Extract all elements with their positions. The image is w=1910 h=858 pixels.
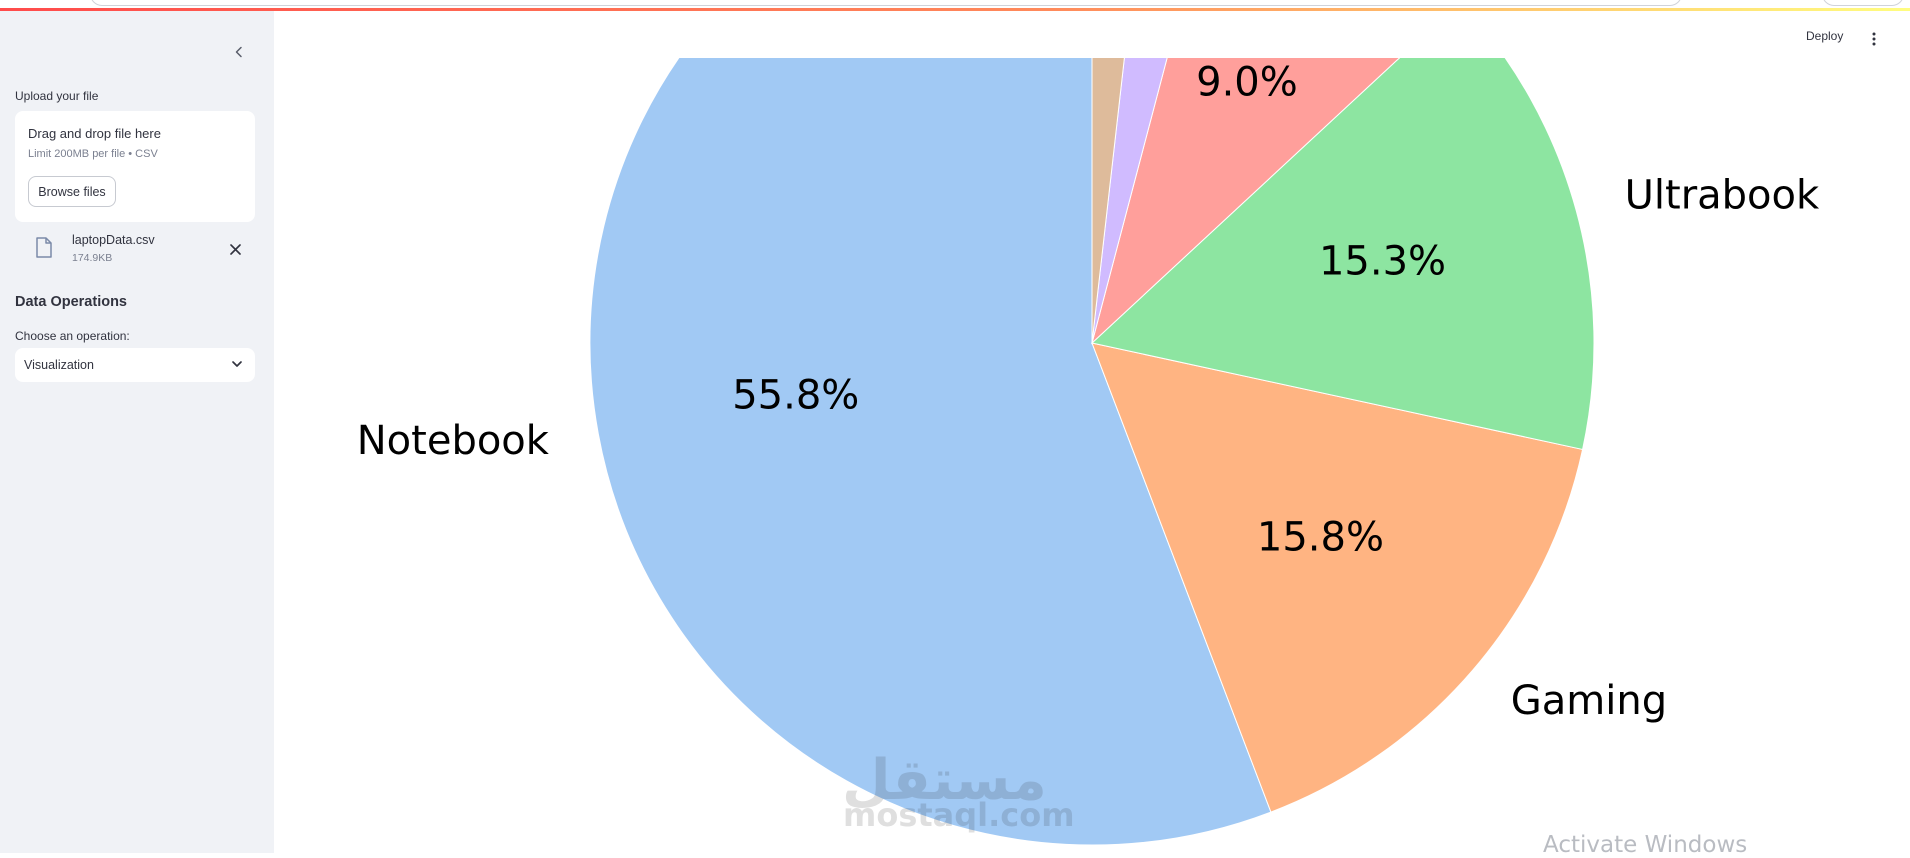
dropzone-limit: Limit 200MB per file • CSV	[28, 148, 158, 160]
pie-slice-5	[1091, 58, 1125, 344]
pie-category-label-1: Gaming	[1511, 678, 1667, 724]
pie-chart: 55.8% Notebook 15.8% Gaming 15.3% Ultrabook 9.…	[357, 58, 1820, 846]
browser-address-field[interactable]	[90, 0, 1682, 6]
browser-top-strip	[0, 0, 1910, 10]
pie-slice-0	[589, 58, 1272, 846]
operation-label: Choose an operation:	[15, 329, 130, 343]
pie-slice-3	[1091, 58, 1401, 345]
browse-files-button[interactable]: Browse files	[28, 176, 116, 207]
app-decoration-bar	[0, 8, 1910, 11]
vertical-dots-icon	[1872, 32, 1876, 46]
pie-category-label-0: Notebook	[357, 418, 550, 464]
pie-pct-label-3: 9.0%	[1196, 60, 1298, 106]
browser-side-button[interactable]	[1822, 0, 1904, 6]
upload-label: Upload your file	[15, 89, 99, 103]
watermark-arabic: مستقل	[842, 748, 1047, 813]
operation-select-value: Visualization	[24, 358, 94, 372]
pie-pct-label-1: 15.8%	[1257, 514, 1384, 560]
remove-file-button[interactable]	[224, 238, 246, 260]
pie-slice-2	[1090, 58, 1595, 451]
uploaded-file: laptopData.csv 174.9KB	[15, 229, 255, 269]
data-operations-heading: Data Operations	[15, 294, 127, 310]
activate-windows-notice: Activate Windows	[1543, 832, 1748, 858]
chevron-left-icon	[235, 46, 242, 58]
deploy-button[interactable]: Deploy	[1806, 29, 1844, 43]
operation-select[interactable]: Visualization	[15, 348, 255, 382]
file-icon	[36, 237, 52, 258]
file-name: laptopData.csv	[72, 233, 155, 247]
chevron-down-icon	[232, 361, 242, 367]
pie-pct-label-2: 15.3%	[1319, 239, 1446, 285]
pie-slice-1	[1091, 342, 1584, 813]
close-icon	[229, 243, 241, 255]
file-size: 174.9KB	[72, 252, 113, 264]
file-dropzone[interactable]: Drag and drop file here Limit 200MB per …	[15, 111, 255, 222]
pie-category-label-2: Ultrabook	[1625, 172, 1820, 218]
dropzone-title: Drag and drop file here	[28, 126, 161, 141]
collapse-sidebar-button[interactable]	[228, 41, 250, 63]
pie-slice-4	[1091, 58, 1168, 344]
main-menu-button[interactable]	[1864, 28, 1884, 50]
watermark-latin: mostaql.com	[843, 796, 1075, 834]
pie-pct-label-0: 55.8%	[732, 373, 859, 419]
sidebar: Upload your file Drag and drop file here…	[0, 11, 274, 853]
watermark: مستقل mostaql.com	[838, 748, 1078, 838]
